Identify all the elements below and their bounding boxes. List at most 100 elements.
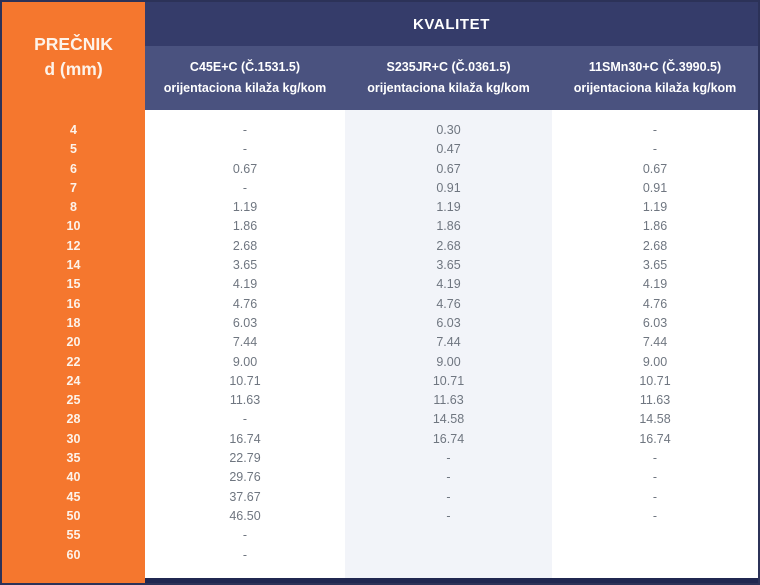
table-cell: - <box>242 412 248 427</box>
table-cell: 37.67 <box>229 489 261 504</box>
table-cell: 11.63 <box>229 393 261 408</box>
table-cell: - <box>652 508 658 523</box>
row-label: 60 <box>66 547 81 562</box>
table-cell: 11.63 <box>639 393 671 408</box>
column-header-11smn30: 11SMn30+C (Č.3990.5) orijentaciona kilaž… <box>552 46 758 110</box>
table-cell: 2.68 <box>436 238 461 253</box>
table-cell: 0.67 <box>232 161 258 176</box>
table-cell <box>345 546 552 565</box>
table-cell: 46.50 <box>229 508 261 523</box>
row-label: 30 <box>66 431 81 446</box>
row-label: 35 <box>66 451 81 466</box>
table-cell: 9.00 <box>232 354 258 369</box>
table-cell: 0.91 <box>642 180 668 195</box>
column-header-c45e: C45E+C (Č.1531.5) orijentaciona kilaža k… <box>145 46 345 110</box>
table-cell: 10.71 <box>229 373 261 388</box>
column-headers: C45E+C (Č.1531.5) orijentaciona kilaža k… <box>145 46 758 110</box>
table-cell: 6.03 <box>642 315 668 330</box>
table-cell: 16.74 <box>229 431 261 446</box>
table-cell: 3.65 <box>436 258 461 273</box>
row-label: 50 <box>66 508 81 523</box>
table-cell: 1.86 <box>232 219 258 234</box>
row-label: 22 <box>66 354 81 369</box>
table-cell: 7.44 <box>642 335 668 350</box>
diameter-column: PREČNIK d (mm) 4 5 6 7 8 10 12 14 15 16 18 20 22 24 25… <box>2 2 145 583</box>
row-label: 7 <box>70 180 77 195</box>
table-cell: 14.58 <box>432 412 465 427</box>
row-label: 8 <box>70 200 77 215</box>
table-cell: - <box>652 451 658 466</box>
value-column-11smn30: - - 0.67 0.91 1.19 1.86 2.68 3.65 4.19 4.76 6.03 7.… <box>552 110 758 578</box>
row-label: 28 <box>66 412 81 427</box>
row-labels: 4 5 6 7 8 10 12 14 15 16 18 20 22 24 25 28 30 35 40 45 50 55 6… <box>2 110 145 565</box>
table-cell: 1.19 <box>642 200 668 215</box>
table-cell: 4.76 <box>642 296 668 311</box>
column-subtitle: orijentaciona kilaža kg/kom <box>573 81 737 95</box>
table-cell: - <box>446 451 451 466</box>
value-column-c45e: - - 0.67 - 1.19 1.86 2.68 3.65 4.19 4.76 6.03 7.44 9… <box>145 110 345 578</box>
column-header-s235jr: S235JR+C (Č.0361.5) orijentaciona kilaža… <box>345 46 552 110</box>
table-cell: 2.68 <box>232 238 258 253</box>
table-cell: 4.76 <box>436 296 461 311</box>
diameter-header-line1: PREČNIK <box>34 34 113 54</box>
table-cell: 0.91 <box>436 180 461 195</box>
column-subtitle: orijentaciona kilaža kg/kom <box>367 81 530 95</box>
table-cell: 6.03 <box>232 315 258 330</box>
table-cell: 9.00 <box>642 354 668 369</box>
table-cell: 0.67 <box>436 161 461 176</box>
group-header-label: KVALITET <box>412 15 491 33</box>
table-cell: 3.65 <box>232 258 258 273</box>
row-label: 4 <box>70 123 77 137</box>
row-label: 6 <box>70 161 77 176</box>
table-cell <box>552 526 758 545</box>
row-label: 55 <box>66 528 81 543</box>
row-label: 16 <box>66 296 81 311</box>
row-label: 40 <box>66 470 81 485</box>
table-cell: 16.74 <box>639 431 671 446</box>
table-cell: 14.58 <box>639 412 671 427</box>
table-cell: - <box>242 547 248 562</box>
table-cell <box>345 526 552 545</box>
table-cell: 22.79 <box>229 451 261 466</box>
table-cell: 16.74 <box>432 431 465 446</box>
row-label: 24 <box>66 373 81 388</box>
table-body: - - 0.67 - 1.19 1.86 2.68 3.65 4.19 4.76 6.03 7.44 9… <box>145 110 758 578</box>
table-cell: 1.86 <box>436 219 461 234</box>
table-cell: - <box>652 123 658 137</box>
row-label: 12 <box>66 238 81 253</box>
table-cell: 0.30 <box>436 123 461 137</box>
table-cell: 7.44 <box>436 335 461 350</box>
table-cell: 29.76 <box>229 470 261 485</box>
table-cell: 0.47 <box>436 142 461 157</box>
row-label: 18 <box>66 315 81 330</box>
table-cell: 4.19 <box>436 277 461 292</box>
table-cell <box>552 546 758 565</box>
table-cell: - <box>242 528 248 543</box>
group-header: KVALITET <box>145 2 758 46</box>
table-cell: 0.67 <box>642 161 668 176</box>
column-name: 11SMn30+C (Č.3990.5) <box>588 60 722 74</box>
row-label: 25 <box>66 393 81 408</box>
table-cell: - <box>242 123 248 137</box>
row-label: 15 <box>66 277 81 292</box>
column-subtitle: orijentaciona kilaža kg/kom <box>163 81 327 95</box>
table-cell: 2.68 <box>642 238 668 253</box>
row-label: 5 <box>70 142 77 157</box>
table-cell: - <box>652 470 658 485</box>
table-cell: - <box>242 180 248 195</box>
table-cell: - <box>446 508 451 523</box>
table-cell: 4.19 <box>232 277 258 292</box>
table-cell: - <box>652 142 658 157</box>
table-cell: 4.19 <box>642 277 668 292</box>
column-name: C45E+C (Č.1531.5) <box>189 60 301 74</box>
row-label: 20 <box>66 335 81 350</box>
bottom-divider <box>145 578 758 583</box>
table-cell: - <box>446 489 451 504</box>
table-cell: 3.65 <box>642 258 668 273</box>
table-cell: - <box>242 142 248 157</box>
table-cell: 9.00 <box>436 354 461 369</box>
table-cell: - <box>652 489 658 504</box>
table-cell: 1.19 <box>232 200 258 215</box>
row-label: 10 <box>66 219 81 234</box>
table-cell: 6.03 <box>436 315 461 330</box>
